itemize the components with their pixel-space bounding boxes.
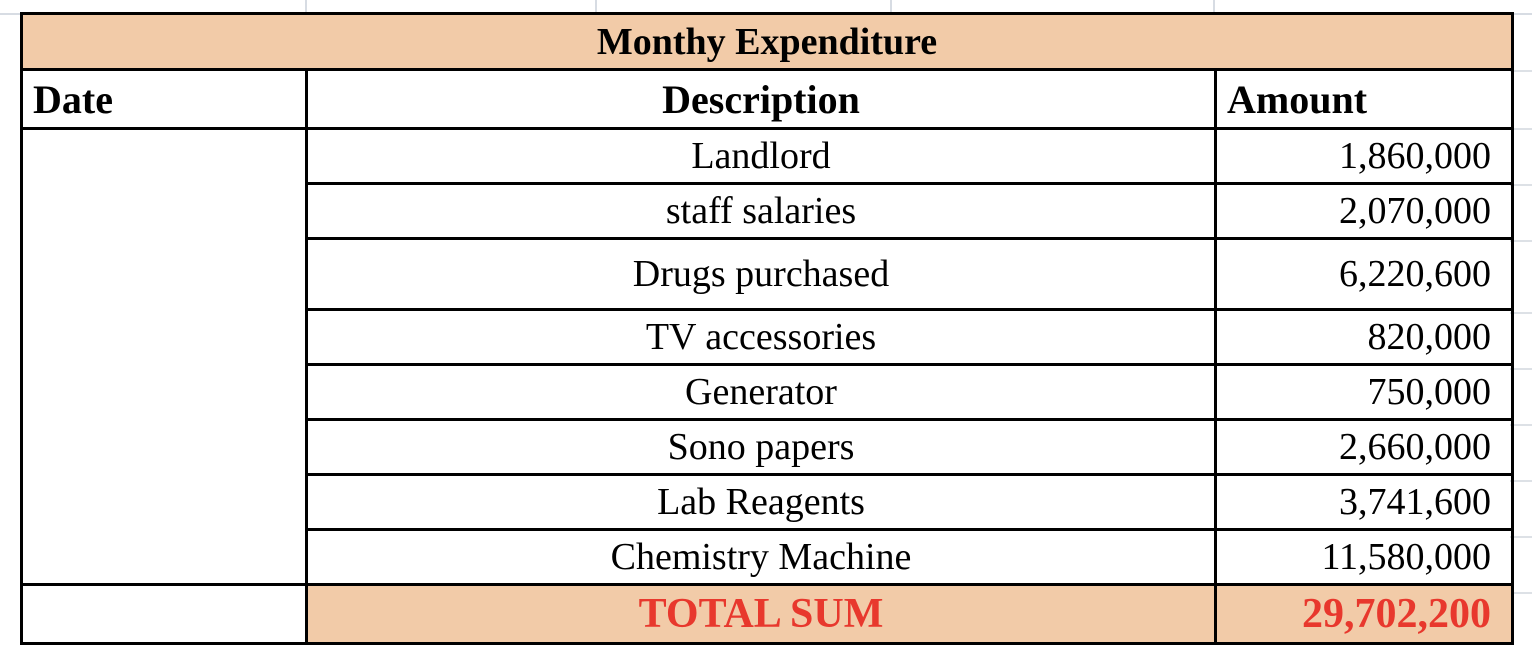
date-cell[interactable]	[20, 127, 308, 586]
description-cell[interactable]: Chemistry Machine	[305, 528, 1217, 586]
amount-cell[interactable]: 2,660,000	[1213, 418, 1515, 476]
gridline	[305, 0, 307, 13]
total-date-cell[interactable]	[20, 583, 308, 645]
amount-cell[interactable]: 3,741,600	[1213, 473, 1515, 531]
description-cell[interactable]: Sono papers	[305, 418, 1217, 476]
gridline	[595, 0, 597, 13]
amount-cell[interactable]: 2,070,000	[1213, 182, 1515, 240]
amount-cell[interactable]: 6,220,600	[1213, 237, 1515, 311]
amount-cell[interactable]: 820,000	[1213, 308, 1515, 366]
total-amount-cell[interactable]: 29,702,200	[1213, 583, 1515, 645]
description-cell[interactable]: TV accessories	[305, 308, 1217, 366]
description-cell[interactable]: staff salaries	[305, 182, 1217, 240]
column-header-description[interactable]: Description	[305, 68, 1217, 130]
total-label-cell[interactable]: TOTAL SUM	[305, 583, 1217, 645]
amount-cell[interactable]: 1,860,000	[1213, 127, 1515, 185]
amount-cell[interactable]: 11,580,000	[1213, 528, 1515, 586]
description-cell[interactable]: Drugs purchased	[305, 237, 1217, 311]
column-header-amount[interactable]: Amount	[1213, 68, 1515, 130]
gridline	[1213, 0, 1215, 13]
description-cell[interactable]: Generator	[305, 363, 1217, 421]
amount-cell[interactable]: 750,000	[1213, 363, 1515, 421]
description-cell[interactable]: Landlord	[305, 127, 1217, 185]
expenditure-table: Monthy Expenditure Date Description Amou…	[19, 12, 1515, 645]
description-cell[interactable]: Lab Reagents	[305, 473, 1217, 531]
gridline	[890, 0, 892, 13]
table-title-cell[interactable]: Monthy Expenditure	[19, 12, 1515, 71]
column-header-date[interactable]: Date	[20, 68, 308, 130]
sheet-gridlines-right	[1510, 0, 1532, 668]
